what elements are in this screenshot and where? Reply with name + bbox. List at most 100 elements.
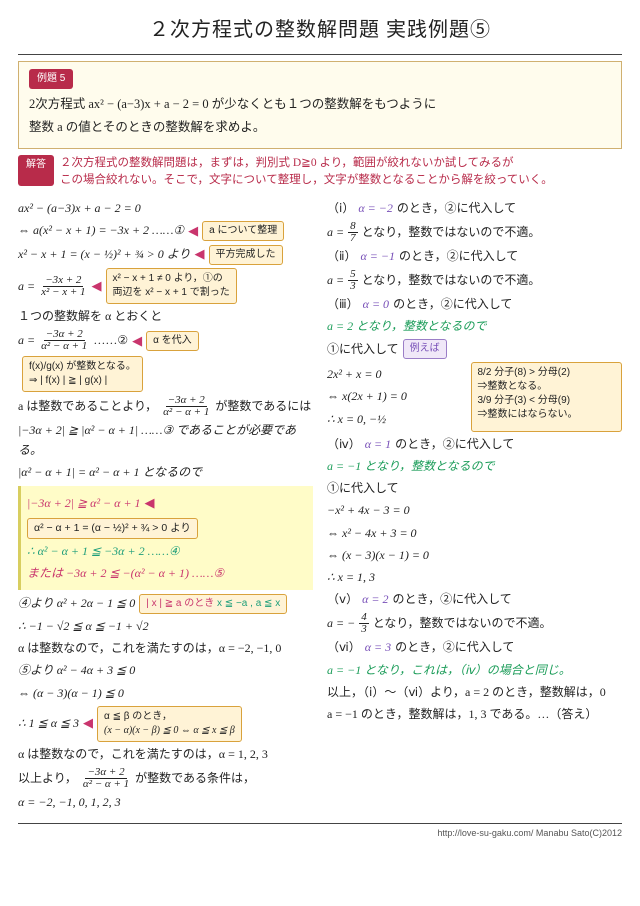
example-box: 8/2 分子(8) > 分母(2) ⇒整数となる。 3/9 分子(3) < 分母… (471, 362, 623, 432)
txt: １つの整数解を α とおくと (18, 307, 313, 326)
problem-line1: 2次方程式 ax² − (a−3)x + a − 2 = 0 が少なくとも１つの… (29, 93, 611, 116)
txt: のとき，②に代入して (399, 247, 518, 266)
txt: a = −1 のとき，整数解は，1, 3 である。…（答え） (327, 705, 622, 724)
case: （ⅵ） α = 3 のとき，②に代入して (327, 638, 622, 657)
eq: または −3α + 2 ≦ −(α² − α + 1) ……⑤ (27, 564, 307, 583)
arrow-icon: ◀ (145, 493, 155, 514)
eq: ⇔ a(x² − x + 1) = −3x + 2 ……① ◀ a について整理 (18, 221, 313, 242)
eq: α = −2, −1, 0, 1, 2, 3 (18, 793, 313, 812)
page-title: ２次方程式の整数解問題 実践例題⑤ (18, 14, 622, 46)
txt: （ⅰ） (327, 199, 354, 218)
tag: a について整理 (202, 221, 284, 241)
intro2: この場合絞れない。そこで，文字について整理し，文字が整数となることから解を絞って… (60, 174, 553, 186)
case: （ⅴ） α = 2 のとき，②に代入して (327, 590, 622, 609)
solution-intro: 解答 ２次方程式の整数解問題は，まずは，判別式 D≧0 より，範囲が絞れないか試… (18, 155, 622, 190)
eq: 以上より， −3α + 2α² − α + 1 が整数である条件は， (18, 767, 313, 790)
txt: α ≦ β のとき， (104, 711, 172, 722)
txt: 両辺を x² − x + 1 で割った (113, 287, 230, 298)
txt: a = (327, 271, 344, 290)
txt: 8/2 分子(8) > 分母(2) (478, 367, 571, 378)
txt: α = 1 (365, 435, 391, 454)
eq: ⇔ x(2x + 1) = 0 (327, 387, 465, 406)
note: x² − x + 1 ≠ 0 より，①の 両辺を x² − x + 1 で割った (106, 268, 237, 304)
txt: ①に代入して (327, 479, 622, 498)
problem-box: 例題 5 2次方程式 ax² − (a−3)x + a − 2 = 0 が少なく… (18, 61, 622, 149)
problem-line2: 整数 a の値とそのときの整数解を求めよ。 (29, 116, 611, 139)
case: （ⅱ） α = −1 のとき，②に代入して (327, 247, 622, 266)
txt: のとき，②に代入して (393, 295, 512, 314)
txt: ⇒整数にはならない。 (478, 409, 578, 420)
columns: ax² − (a−3)x + a − 2 = 0 ⇔ a(x² − x + 1)… (18, 196, 622, 816)
intro1: ２次方程式の整数解問題は，まずは，判別式 D≧0 より，範囲が絞れないか試してみ… (60, 157, 514, 169)
eq: 2x² + x = 0 (327, 365, 465, 384)
eq: x² − x + 1 = (x − ½)² + ¾ > 0 より ◀ 平方完成し… (18, 244, 313, 265)
txt: のとき，②に代入して (393, 590, 512, 609)
txt: （ⅱ） (327, 247, 357, 266)
case: （ⅰ） α = −2 のとき，②に代入して (327, 199, 622, 218)
txt: a = (18, 331, 35, 350)
eq: |α² − α + 1| = α² − α + 1 となるので (18, 463, 313, 482)
eq: a = 53 となり，整数ではないので不適。 (327, 269, 622, 292)
case: （ⅲ） α = 0 のとき，②に代入して (327, 295, 622, 314)
tag-example: 例えば (403, 339, 447, 359)
eq: ∴ x = 0, −½ (327, 410, 465, 429)
txt: 3/9 分子(3) < 分母(9) (478, 395, 571, 406)
divider (18, 54, 622, 55)
txt: a = (327, 223, 344, 242)
num: −3x + 2 (43, 275, 83, 287)
txt: 以上，（ⅰ）〜（ⅵ）より，a = 2 のとき，整数解は，0 (327, 683, 622, 702)
eq: a は整数であることより， −3α + 2α² − α + 1 が整数であるには (18, 395, 313, 418)
row: 2x² + x = 0 ⇔ x(2x + 1) = 0 ∴ x = 0, −½ … (327, 362, 622, 432)
highlight-box: |−3α + 2| ≧ α² − α + 1 ◀ α² − α + 1 = (α… (18, 486, 313, 590)
txt: が整数である条件は， (135, 769, 255, 788)
den: α² − α + 1 (39, 341, 89, 352)
txt: ……② (93, 331, 128, 350)
eq: |−3α + 2| ≧ α² − α + 1 ◀ α² − α + 1 = (α… (27, 493, 307, 539)
txt: x ≦ −a , a ≦ x (217, 598, 280, 609)
txt: | x | ≧ a のとき (146, 598, 214, 609)
eq: ①に代入して 例えば (327, 339, 622, 359)
txt: x² − x + 1 = (x − ½)² + ¾ > 0 より (18, 245, 191, 264)
arrow-icon: ◀ (83, 713, 93, 734)
eq: a = 2 となり，整数となるので (327, 317, 622, 336)
eq: ④より α² + 2α − 1 ≦ 0 | x | ≧ a のとき x ≦ −a… (18, 594, 313, 614)
txt: ∴ 1 ≦ α ≦ 3 (18, 714, 79, 733)
txt: α = 0 (363, 295, 389, 314)
den: 7 (348, 233, 358, 244)
tag: 平方完成した (209, 245, 283, 265)
num: 8 (348, 221, 358, 233)
txt: α は整数なので，これを満たすのは，α = 1, 2, 3 (18, 745, 313, 764)
right-column: （ⅰ） α = −2 のとき，②に代入して a = 87 となり，整数ではないの… (327, 196, 622, 816)
txt: ⇔ a(x² − x + 1) = −3x + 2 ……① (18, 221, 184, 240)
txt: が整数であるには (215, 397, 311, 416)
note: f(x)/g(x) が整数となる。 ⇒ | f(x) | ≧ | g(x) | (22, 356, 143, 392)
answer-badge: 解答 (18, 155, 54, 186)
arrow-icon: ◀ (92, 276, 102, 297)
txt: ④より α² + 2α − 1 ≦ 0 (18, 594, 135, 613)
eq: ⑤より α² − 4α + 3 ≦ 0 (18, 661, 313, 680)
problem-badge: 例題 5 (29, 69, 73, 89)
eq: ⇔ (α − 3)(α − 1) ≦ 0 (18, 684, 313, 703)
txt: （ⅵ） (327, 638, 361, 657)
txt: ⇒ | f(x) | ≧ | g(x) | (29, 375, 107, 386)
txt: x² − x + 1 ≠ 0 より，①の (113, 273, 223, 284)
note: α ≦ β のとき， (x − α)(x − β) ≦ 0 ⇔ α ≦ x ≦ … (97, 706, 242, 742)
txt: |−3α + 2| ≧ α² − α + 1 (27, 494, 141, 513)
left-column: ax² − (a−3)x + a − 2 = 0 ⇔ a(x² − x + 1)… (18, 196, 313, 816)
eq: a = −3x + 2x² − x + 1 ◀ x² − x + 1 ≠ 0 よ… (18, 268, 313, 304)
txt: α は整数なので，これを満たすのは，α = −2, −1, 0 (18, 639, 313, 658)
txt: （ⅲ） (327, 295, 359, 314)
txt: （ⅴ） (327, 590, 358, 609)
footer: http://love-su-gaku.com/ Manabu Sato(C)2… (18, 823, 622, 840)
txt: となり，整数ではないので不適。 (373, 614, 552, 633)
eq: −x² + 4x − 3 = 0 (327, 501, 622, 520)
txt: α = −2 (358, 199, 393, 218)
txt: a は整数であることより， (18, 397, 157, 416)
eq: a = −1 となり，整数となるので (327, 457, 622, 476)
eq: ⇔ (x − 3)(x − 1) = 0 (327, 546, 622, 565)
txt: となり，整数ではないので不適。 (362, 223, 541, 242)
den: α² − α + 1 (161, 407, 211, 418)
eq: a = − 43 となり，整数ではないので不適。 (327, 612, 622, 635)
eq: a = −1 となり，これは，（ⅳ）の場合と同じ。 (327, 661, 622, 680)
txt: （ⅳ） (327, 435, 361, 454)
